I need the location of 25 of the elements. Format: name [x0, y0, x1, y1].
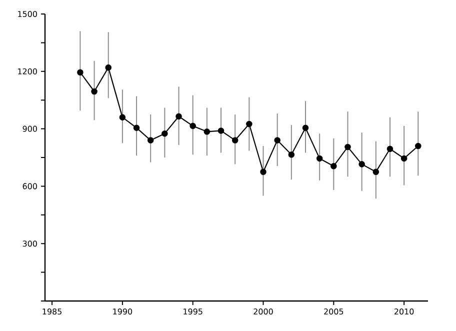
point	[302, 124, 309, 131]
point	[316, 155, 323, 162]
point	[260, 168, 266, 175]
point	[400, 155, 408, 162]
point	[204, 128, 210, 135]
point	[77, 69, 84, 76]
point	[147, 137, 154, 144]
point	[358, 161, 365, 168]
point	[288, 151, 295, 158]
point	[246, 120, 252, 128]
point	[190, 122, 196, 130]
point	[133, 124, 140, 131]
point	[372, 168, 380, 175]
point	[119, 114, 126, 120]
point	[105, 64, 112, 71]
point	[232, 137, 238, 144]
point	[344, 144, 351, 150]
point	[162, 130, 168, 137]
point	[176, 113, 182, 120]
point	[91, 88, 98, 95]
point	[218, 128, 224, 134]
point	[330, 162, 337, 170]
point	[386, 146, 394, 152]
point	[415, 142, 422, 150]
point	[274, 137, 280, 144]
